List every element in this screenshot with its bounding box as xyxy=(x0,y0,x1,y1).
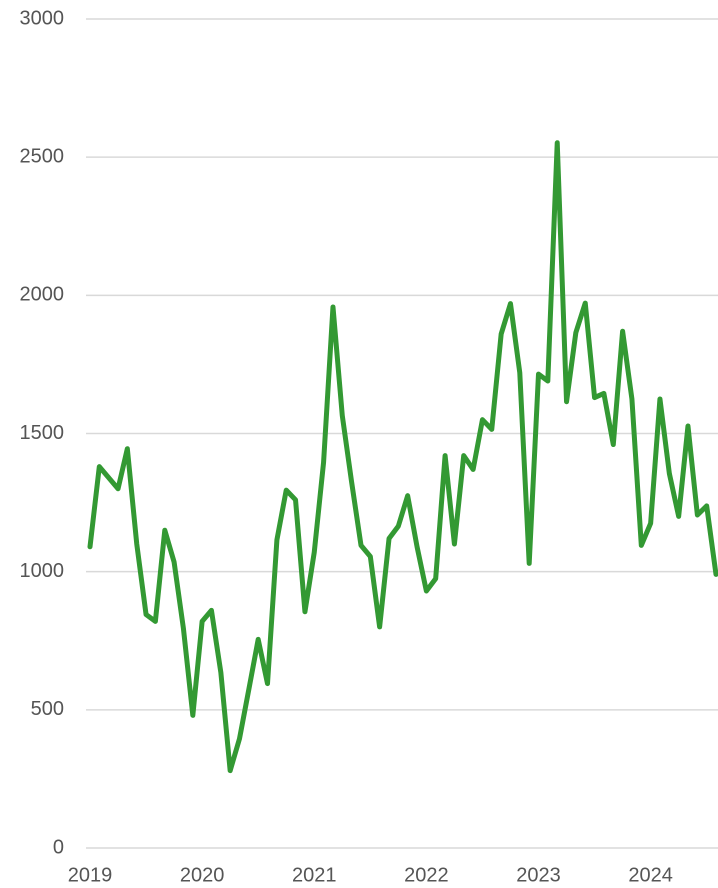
y-tick-label: 2000 xyxy=(20,284,65,306)
y-tick-label: 1000 xyxy=(20,560,65,582)
y-tick-label: 2500 xyxy=(20,145,65,167)
x-tick-label: 2020 xyxy=(180,864,225,886)
y-tick-label: 500 xyxy=(31,698,64,720)
x-tick-label: 2023 xyxy=(516,864,561,886)
x-tick-label: 2024 xyxy=(628,864,673,886)
y-tick-label: 3000 xyxy=(20,7,65,29)
line-series xyxy=(87,140,718,774)
x-tick-label: 2021 xyxy=(292,864,337,886)
y-tick-label: 1500 xyxy=(20,422,65,444)
x-tick-label: 2019 xyxy=(68,864,113,886)
x-tick-label: 2022 xyxy=(404,864,449,886)
y-tick-label: 0 xyxy=(53,836,64,858)
